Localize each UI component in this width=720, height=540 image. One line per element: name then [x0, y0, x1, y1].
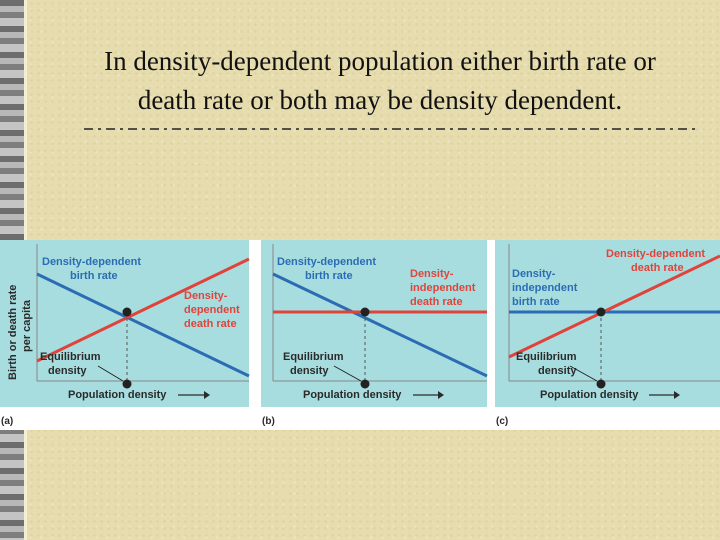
panel-b-birth-label-1: Density-dependent [277, 256, 376, 268]
panel-a-x-axis-label: Population density [68, 389, 167, 401]
panel-b-birth-line [272, 272, 488, 378]
population-figure: Birth or death rate per capita Density-d… [0, 240, 720, 430]
panel-a-death-label-3: death rate [184, 318, 237, 330]
panel-c-tag: (c) [496, 416, 508, 427]
panel-a-background [0, 240, 249, 407]
panel-b-x-arrowhead [438, 391, 444, 399]
panel-a-birth-label-2: birth rate [70, 270, 118, 282]
panel-c-background [495, 240, 720, 407]
panel-b-pointer [333, 365, 362, 382]
y-axis-label-1: Birth or death rate [7, 285, 19, 380]
panel-c-birth-label-2: independent [512, 282, 578, 294]
panel-c-x-axis-label: Population density [540, 389, 639, 401]
panel-a-equilibrium-label-2: density [48, 365, 87, 377]
slide-title-line-2: death rate or both may be density depend… [137, 85, 623, 115]
panel-b-death-label-1: Density- [410, 268, 454, 280]
panel-c-birth-label-1: Density- [512, 268, 556, 280]
panel-c-equilibrium-label-2: density [538, 365, 577, 377]
figure-svg: Birth or death rate per capita Density-d… [0, 240, 720, 427]
panel-a-death-label-1: Density- [184, 290, 228, 302]
panel-b-equilibrium-point [360, 307, 370, 317]
panel-c-equilibrium-label-1: Equilibrium [516, 351, 577, 363]
panel-b-death-label-3: death rate [410, 296, 463, 308]
slide-title-line-1: In density-dependent population either b… [104, 46, 656, 76]
panel-a-equilibrium-marker [122, 379, 132, 389]
panel-b-x-axis-label: Population density [303, 389, 402, 401]
dash-dot-divider [84, 128, 696, 130]
panel-b-death-label-2: independent [410, 282, 476, 294]
panel-a-death-line [36, 257, 250, 363]
panel-b-equilibrium-label-1: Equilibrium [283, 351, 344, 363]
panel-c-equilibrium-point [596, 307, 606, 317]
panel-c-equilibrium-marker [596, 379, 606, 389]
panel-c-pointer [569, 365, 598, 382]
slide-title: In density-dependent population either b… [60, 42, 700, 120]
panel-b-birth-label-2: birth rate [305, 270, 353, 282]
panel-a-death-label-2: dependent [184, 304, 240, 316]
y-axis-label-2: per capita [21, 299, 33, 352]
panel-c-birth-label-3: birth rate [512, 296, 560, 308]
panel-c-death-line [508, 254, 720, 359]
panel-a-birth-label-1: Density-dependent [42, 256, 141, 268]
panel-a-pointer [97, 365, 124, 382]
panel-c-death-label-2: death rate [631, 262, 684, 274]
panel-a-x-arrowhead [204, 391, 210, 399]
panel-b-equilibrium-label-2: density [290, 365, 329, 377]
panel-a-birth-line [36, 272, 250, 378]
panel-c-death-label-1: Density-dependent [606, 248, 705, 260]
panel-a-equilibrium-point [122, 307, 132, 317]
panel-b-equilibrium-marker [360, 379, 370, 389]
panel-b-tag: (b) [262, 416, 275, 427]
panel-c-x-arrowhead [674, 391, 680, 399]
panel-a-tag: (a) [1, 416, 13, 427]
panel-a-equilibrium-label-1: Equilibrium [40, 351, 101, 363]
